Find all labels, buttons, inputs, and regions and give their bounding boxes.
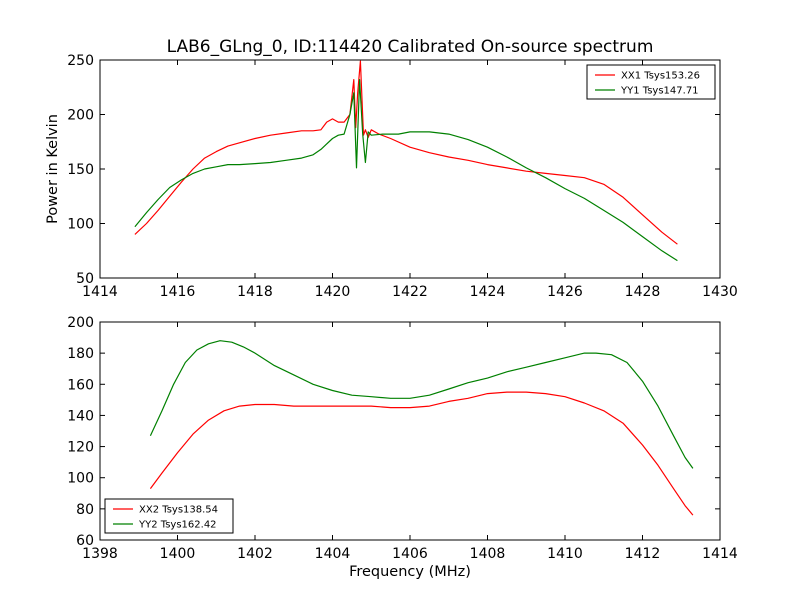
top-panel: 1414 1416 1418 1420 1422 1424 1426 1428 1430 50 10… xyxy=(45,53,738,300)
x-tick-label: 1428 xyxy=(625,284,661,300)
y-tick-label: 50 xyxy=(76,271,94,287)
legend: XX2 Tsys138.54 YY2 Tsys162.42 xyxy=(104,498,234,534)
y-tick-label: 180 xyxy=(67,346,94,362)
series-line-2 xyxy=(134,78,678,262)
x-tick-label: 1424 xyxy=(470,284,506,300)
legend-label: XX2 Tsys138.54 xyxy=(139,505,218,516)
y-tick-label: 80 xyxy=(76,502,94,518)
y-tick-label: 150 xyxy=(67,162,94,178)
y-tick-label: 160 xyxy=(67,377,94,393)
chart-title: LAB6_GLng_0, ID:114420 Calibrated On-sou… xyxy=(167,37,654,57)
x-tick-label: 1422 xyxy=(392,284,428,300)
legend: XX1 Tsys153.26 YY1 Tsys147.71 xyxy=(586,64,716,100)
y-tick-label: 60 xyxy=(76,533,94,549)
y-tick-label: 200 xyxy=(67,108,94,124)
legend-label: YY2 Tsys162.42 xyxy=(138,520,217,531)
x-tick-label: 1410 xyxy=(547,546,583,562)
y-tick-label: 250 xyxy=(67,53,94,69)
x-tick-label: 1418 xyxy=(237,284,273,300)
x-tick-label: 1404 xyxy=(315,546,351,562)
legend-label: YY1 Tsys147.71 xyxy=(620,86,699,97)
x-tick-label: 1412 xyxy=(625,546,661,562)
legend-box xyxy=(586,64,716,100)
x-tick-label: 1426 xyxy=(547,284,583,300)
legend-box xyxy=(104,498,234,534)
y-tick-label: 140 xyxy=(67,408,94,424)
x-tick-label: 1408 xyxy=(470,546,506,562)
y-axis-label: Power in Kelvin xyxy=(45,114,61,224)
legend-label: XX1 Tsys153.26 xyxy=(621,71,700,82)
x-tick-label: 1400 xyxy=(160,546,196,562)
y-tick-label: 100 xyxy=(67,217,94,233)
x-tick-label: 1430 xyxy=(702,284,738,300)
x-tick-label: 1402 xyxy=(237,546,273,562)
series-line-1 xyxy=(149,391,694,516)
x-axis-label: Frequency (MHz) xyxy=(349,564,471,580)
x-tick-label: 1416 xyxy=(160,284,196,300)
x-tick-label: 1406 xyxy=(392,546,428,562)
y-tick-label: 120 xyxy=(67,440,94,456)
x-tick-label: 1420 xyxy=(315,284,351,300)
x-tick-label: 1414 xyxy=(82,284,118,300)
y-tick-label: 200 xyxy=(67,315,94,331)
x-tick-label: 1414 xyxy=(702,546,738,562)
series-line-2 xyxy=(149,340,694,469)
bottom-panel: 1398 1400 1402 1404 1406 1408 1410 1412 1414 60 80… xyxy=(67,315,738,580)
y-tick-label: 100 xyxy=(67,471,94,487)
x-tick-label: 1398 xyxy=(82,546,118,562)
